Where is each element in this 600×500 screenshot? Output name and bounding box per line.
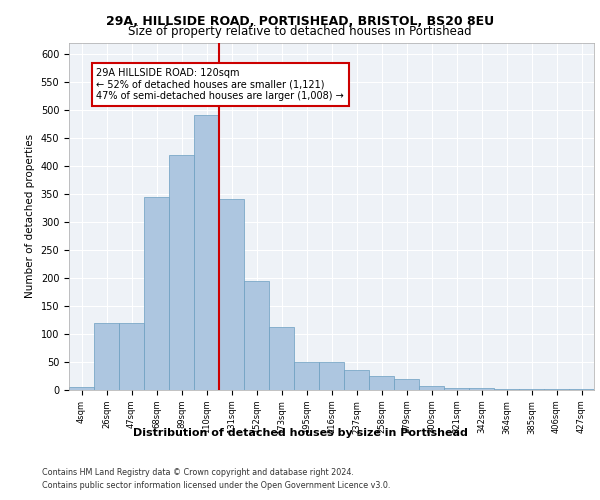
Bar — [69, 387, 94, 390]
Text: 29A, HILLSIDE ROAD, PORTISHEAD, BRISTOL, BS20 8EU: 29A, HILLSIDE ROAD, PORTISHEAD, BRISTOL,… — [106, 15, 494, 28]
Bar — [169, 154, 194, 390]
Bar — [269, 327, 294, 390]
Text: Contains public sector information licensed under the Open Government Licence v3: Contains public sector information licen… — [42, 480, 391, 490]
Text: Size of property relative to detached houses in Portishead: Size of property relative to detached ho… — [128, 25, 472, 38]
Bar — [219, 200, 244, 390]
Y-axis label: Number of detached properties: Number of detached properties — [25, 134, 35, 298]
Bar — [444, 388, 469, 390]
Bar — [94, 322, 119, 390]
Bar — [244, 280, 269, 390]
Bar — [119, 322, 144, 390]
Bar — [369, 376, 394, 390]
Bar — [344, 370, 369, 390]
Text: 29A HILLSIDE ROAD: 120sqm
← 52% of detached houses are smaller (1,121)
47% of se: 29A HILLSIDE ROAD: 120sqm ← 52% of detac… — [97, 68, 344, 101]
Bar — [469, 388, 494, 390]
Bar — [394, 379, 419, 390]
Bar — [194, 116, 219, 390]
Text: Contains HM Land Registry data © Crown copyright and database right 2024.: Contains HM Land Registry data © Crown c… — [42, 468, 354, 477]
Text: Distribution of detached houses by size in Portishead: Distribution of detached houses by size … — [133, 428, 467, 438]
Bar — [419, 386, 444, 390]
Bar — [144, 196, 169, 390]
Bar — [294, 362, 319, 390]
Bar — [494, 389, 519, 390]
Bar — [319, 362, 344, 390]
